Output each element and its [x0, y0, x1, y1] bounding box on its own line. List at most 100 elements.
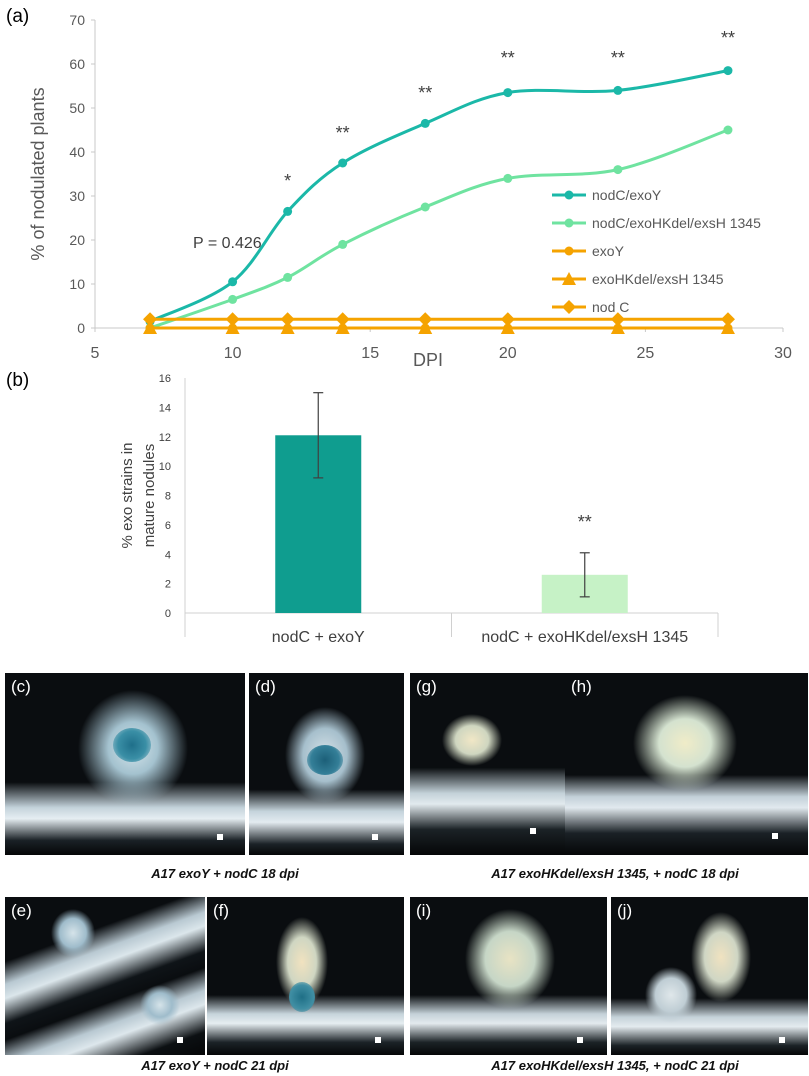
- data-point: [283, 272, 293, 282]
- scale-bar: [375, 1037, 381, 1043]
- photo-e: (e): [5, 897, 205, 1055]
- data-point: [610, 312, 625, 327]
- data-point: [225, 312, 240, 327]
- data-point: [720, 312, 735, 327]
- y-axis-title: % exo strains in mature nodules: [119, 443, 158, 549]
- y-tick-label: 0: [165, 608, 171, 620]
- legend-swatch-marker: [564, 190, 574, 200]
- nodule-stain: [307, 745, 343, 775]
- data-point: [418, 321, 433, 334]
- y-tick-label: 0: [77, 320, 85, 336]
- photo-j: (j): [611, 897, 808, 1055]
- y-tick-label: 4: [165, 549, 171, 561]
- y-tick-label: 30: [69, 188, 85, 204]
- data-point: [143, 312, 158, 327]
- legend-item: nodC/exoHKdel/exsH 1345: [552, 215, 761, 231]
- p-value-label: P = 0.426: [193, 235, 262, 252]
- y-tick-label: 14: [159, 402, 171, 414]
- x-tick-label: 10: [224, 345, 242, 362]
- caption-row2-right: A17 exoHKdel/exsH 1345, + nodC 21 dpi: [491, 1058, 739, 1073]
- y-tick-label: 8: [165, 491, 171, 503]
- data-point: [228, 277, 238, 287]
- legend-item: exoHKdel/exsH 1345: [552, 271, 724, 287]
- data-point: [280, 312, 295, 327]
- significance-label: *: [284, 171, 291, 191]
- legend-item: nod C: [552, 299, 629, 315]
- bar-chart: 0 2 4 6 8 10 12 14 16 % exo strains in mature nodu…: [119, 373, 719, 646]
- y-tick-label: 12: [159, 432, 171, 444]
- photo-label: (i): [416, 901, 432, 920]
- x-tick-label: 5: [91, 345, 100, 362]
- legend-label: nodC/exoHKdel/exsH 1345: [592, 215, 761, 231]
- y-tick-label: 6: [165, 520, 171, 532]
- panel-a-label: (a): [6, 6, 30, 27]
- caption-row1-right: A17 exoHKdel/exsH 1345, + nodC 18 dpi: [491, 866, 739, 881]
- photo-h: (h): [565, 673, 808, 855]
- x-tick-label: 25: [637, 345, 655, 362]
- panel-b-label: (b): [6, 370, 30, 391]
- significance-label: **: [721, 28, 735, 48]
- data-point: [335, 312, 350, 327]
- y-tick-label: 16: [159, 373, 171, 385]
- data-point: [723, 66, 733, 76]
- data-point: [228, 294, 238, 304]
- legend-item: nodC/exoY: [552, 187, 662, 203]
- y-tick-label: 2: [165, 579, 171, 591]
- y-axis-title: % of nodulated plants: [28, 87, 48, 260]
- category-label: nodC + exoY: [272, 629, 365, 646]
- x-axis-title: DPI: [413, 350, 443, 370]
- data-point: [338, 158, 348, 168]
- y-tick-label: 20: [69, 232, 85, 248]
- photo-label: (h): [571, 677, 592, 696]
- photo-label: (c): [11, 677, 31, 696]
- x-tick-label: 30: [774, 345, 792, 362]
- series-group-3: [143, 321, 735, 334]
- significance-label: **: [336, 123, 350, 143]
- legend-swatch-marker: [564, 218, 574, 228]
- caption-row1-left: A17 exoY + nodC 18 dpi: [151, 866, 299, 881]
- photo-label: (e): [11, 901, 32, 920]
- series-group-4: [143, 312, 735, 327]
- significance-label: **: [611, 48, 625, 68]
- photo-d: (d): [249, 673, 404, 855]
- data-point: [720, 321, 735, 334]
- data-point: [610, 321, 625, 334]
- data-point: [500, 312, 515, 327]
- legend-swatch-marker: [564, 246, 574, 256]
- significance-label: **: [418, 83, 432, 103]
- scale-bar: [779, 1037, 785, 1043]
- legend-label: nodC/exoY: [592, 187, 662, 203]
- scale-bar: [372, 834, 378, 840]
- data-point: [613, 165, 623, 175]
- y-tick-label: 60: [69, 56, 85, 72]
- legend-item: exoY: [552, 243, 625, 259]
- significance-label: **: [501, 48, 515, 68]
- line-chart: 0 10 20 30 40 50 60 70 5 10 15 20 25 30 DPI % of nodula…: [28, 12, 792, 370]
- legend-label: nod C: [592, 299, 629, 315]
- y-tick-label: 10: [159, 461, 171, 473]
- error-bar: [313, 392, 324, 479]
- nodule-stain: [289, 982, 315, 1012]
- caption-row2-left: A17 exoY + nodC 21 dpi: [141, 1058, 289, 1073]
- nodule-stain: [113, 728, 151, 762]
- y-tick-label: 50: [69, 100, 85, 116]
- data-point: [613, 85, 623, 95]
- y-tick-label: 70: [69, 12, 85, 28]
- photo-label: (f): [213, 901, 230, 920]
- photo-c: (c): [5, 673, 245, 855]
- y-tick-label: 40: [69, 144, 85, 160]
- significance-label: **: [578, 512, 592, 532]
- scale-bar: [577, 1037, 583, 1043]
- scale-bar: [177, 1037, 183, 1043]
- data-point: [500, 321, 515, 334]
- data-point: [338, 239, 348, 249]
- data-point: [280, 321, 295, 334]
- legend-label: exoY: [592, 243, 625, 259]
- data-point: [503, 173, 513, 183]
- data-point: [225, 321, 240, 334]
- data-point: [143, 321, 158, 334]
- scale-bar: [772, 833, 778, 839]
- x-tick-label: 15: [361, 345, 379, 362]
- photo-label: (d): [255, 677, 276, 696]
- photo-g: (g): [410, 673, 565, 855]
